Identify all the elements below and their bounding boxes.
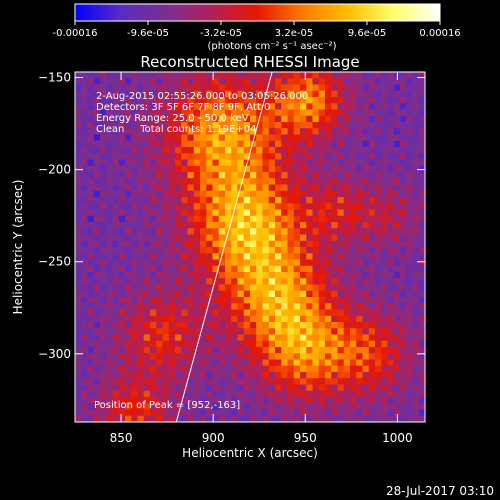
colorbar-tick-label: -9.6e-05: [127, 28, 169, 39]
y-tick-label: −150: [38, 71, 71, 85]
annotation-time-range: 2-Aug-2015 02:55:26.000 to 03:05:26.000: [96, 91, 308, 102]
colorbar-ticks: -0.00016 -9.6e-05 -3.2e-05 3.2e-05 9.6e-05 0.…: [53, 21, 461, 39]
colorbar-unit-label: (photons cm⁻² s⁻¹ asec⁻²): [207, 41, 336, 52]
annotation-peak-position: Position of Peak = [952,-163]: [94, 400, 240, 411]
colorbar-tick-label: 3.2e-05: [275, 28, 313, 39]
colorbar-tick-label: -3.2e-05: [200, 28, 242, 39]
heatmap-image: [75, 72, 425, 422]
colorbar-tick-label: -0.00016: [53, 28, 98, 39]
x-tick-label: 1000: [382, 431, 413, 445]
colorbar-tick-label: 9.6e-05: [348, 28, 386, 39]
x-axis-label: Heliocentric X (arcsec): [182, 446, 318, 460]
timestamp: 28-Jul-2017 03:10: [386, 484, 494, 498]
y-tick-label: −200: [38, 163, 71, 177]
y-axis-label: Heliocentric Y (arcsec): [11, 180, 25, 315]
chart-title: Reconstructed RHESSI Image: [140, 53, 359, 71]
y-tick-label: −300: [38, 347, 71, 361]
plot-frame: [74, 71, 426, 423]
annotation-detectors: Detectors: 3F 5F 6F 7F 8F 9F, Att 0: [96, 102, 270, 113]
y-tick-label: −250: [38, 255, 71, 269]
x-tick-label: 900: [202, 431, 225, 445]
x-tick-label: 950: [294, 431, 317, 445]
annotation-clean-counts: Clean Total counts: 1.19E+04: [96, 124, 256, 135]
x-tick-label: 850: [110, 431, 133, 445]
colorbar: [74, 3, 441, 22]
solar-limb-line: [175, 72, 273, 422]
axis-ticks: 850 900 950 1000 −300 −250 −200 −150: [38, 71, 425, 445]
annotation-energy-range: Energy Range: 25.0 - 50.0 keV: [96, 113, 249, 124]
colorbar-tick-label: 0.00016: [419, 28, 460, 39]
